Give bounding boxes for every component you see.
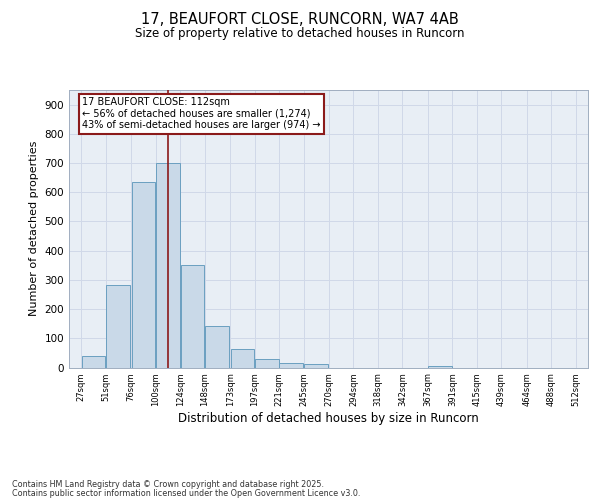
Text: Size of property relative to detached houses in Runcorn: Size of property relative to detached ho… [135, 28, 465, 40]
Y-axis label: Number of detached properties: Number of detached properties [29, 141, 39, 316]
Bar [156, 163, 180, 368]
Bar [131, 182, 155, 368]
Bar [230, 348, 254, 368]
Text: 17 BEAUFORT CLOSE: 112sqm
← 56% of detached houses are smaller (1,274)
43% of se: 17 BEAUFORT CLOSE: 112sqm ← 56% of detac… [82, 97, 320, 130]
Bar [82, 356, 105, 368]
Bar [428, 366, 452, 368]
Bar [280, 363, 303, 368]
Text: Contains HM Land Registry data © Crown copyright and database right 2025.: Contains HM Land Registry data © Crown c… [12, 480, 324, 489]
Bar [304, 364, 328, 368]
Bar [106, 285, 130, 368]
Bar [181, 264, 204, 368]
Text: 17, BEAUFORT CLOSE, RUNCORN, WA7 4AB: 17, BEAUFORT CLOSE, RUNCORN, WA7 4AB [141, 12, 459, 28]
X-axis label: Distribution of detached houses by size in Runcorn: Distribution of detached houses by size … [178, 412, 479, 425]
Bar [205, 326, 229, 368]
Bar [255, 360, 278, 368]
Text: Contains public sector information licensed under the Open Government Licence v3: Contains public sector information licen… [12, 490, 361, 498]
